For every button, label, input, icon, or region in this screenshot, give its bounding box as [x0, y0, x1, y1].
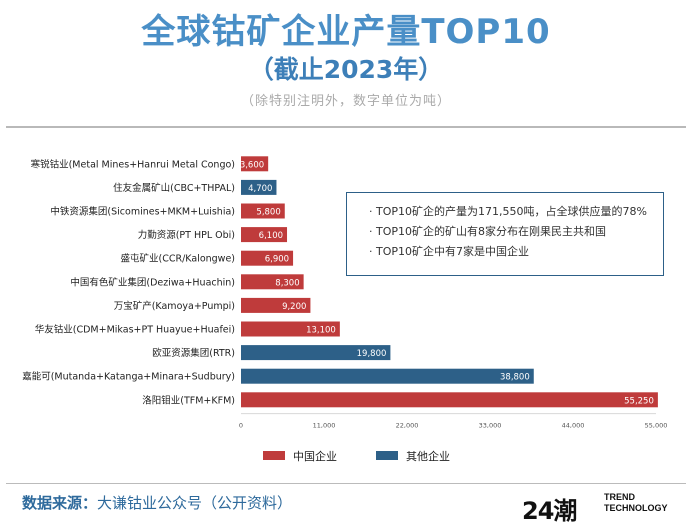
value-label: 13,100 [306, 326, 336, 336]
x-tick-label: 11,000 [313, 422, 336, 430]
value-label: 6,100 [259, 231, 283, 241]
category-label: 万宝矿产(Kamoya+Pumpi) [114, 300, 235, 312]
brand-logo-line2: TECHNOLOGY [604, 503, 668, 513]
x-tick-label: 44,000 [562, 422, 585, 430]
summary-line: · TOP10矿企中有7家是中国企业 [369, 245, 529, 258]
legend-swatch [376, 451, 398, 460]
bar [241, 227, 288, 243]
category-label: 盛屯矿业(CCR/Kalongwe) [121, 253, 235, 265]
x-tick-label: 22,000 [396, 422, 419, 430]
bar [241, 345, 391, 361]
x-tick-label: 0 [239, 422, 243, 430]
category-label: 力勤资源(PT HPL Obi) [138, 229, 235, 241]
bar [241, 297, 311, 313]
x-tick-label: 33,000 [479, 422, 502, 430]
brand-logo-line1: TREND [604, 492, 635, 502]
bar [241, 321, 340, 337]
value-label: 19,800 [357, 349, 387, 359]
bar [241, 368, 534, 384]
summary-line: · TOP10矿企的产量为171,550吨，占全球供应量的78% [369, 205, 647, 218]
legend-label: 其他企业 [406, 449, 450, 463]
category-label: 欧亚资源集团(RTR) [152, 347, 235, 359]
category-label: 洛阳钼业(TFM+KFM) [142, 394, 235, 406]
data-source-label: 数据来源： [22, 494, 98, 512]
summary-line: · TOP10矿企的矿山有8家分布在刚果民主共和国 [369, 225, 606, 238]
chart-panel: 寒锐钴业(Metal Mines+Hanrui Metal Congo) 3,60… [6, 126, 686, 480]
category-label: 嘉能可(Mutanda+Katanga+Minara+Sudbury) [22, 371, 235, 383]
value-label: 55,250 [624, 396, 654, 406]
bar [241, 392, 658, 408]
value-label: 3,600 [240, 160, 264, 170]
page-subtitle: （截止2023年） [248, 55, 444, 84]
footer-divider [6, 483, 686, 484]
summary-box: · TOP10矿企的产量为171,550吨，占全球供应量的78% · TOP10… [346, 192, 664, 276]
value-label: 9,200 [282, 302, 306, 312]
bar [241, 250, 294, 266]
value-label: 38,800 [500, 373, 530, 383]
value-label: 5,800 [256, 208, 280, 218]
legend-swatch [263, 451, 285, 460]
data-source-text: 大谦钴业公众号（公开资料） [97, 494, 293, 512]
value-label: 6,900 [265, 255, 289, 265]
category-label: 中国有色矿业集团(Deziwa+Huachin) [70, 276, 235, 288]
unit-note: （除特别注明外，数字单位为吨） [240, 94, 451, 109]
bar [241, 156, 269, 172]
category-label: 中铁资源集团(Sicomines+MKM+Luishia) [50, 206, 235, 218]
legend-label: 中国企业 [293, 449, 337, 463]
value-label: 4,700 [248, 184, 272, 194]
value-label: 8,300 [275, 278, 299, 288]
category-label: 寒锐钴业(Metal Mines+Hanrui Metal Congo) [31, 158, 235, 170]
category-label: 华友钴业(CDM+Mikas+PT Huayue+Huafei) [35, 324, 235, 336]
data-source: 数据来源：大谦钴业公众号（公开资料） [22, 492, 292, 513]
bar [241, 274, 304, 290]
bar-chart: 寒锐钴业(Metal Mines+Hanrui Metal Congo) 3,60… [22, 156, 668, 463]
bar [241, 179, 277, 195]
category-label: 住友金属矿山(CBC+THPAL) [113, 182, 235, 194]
brand-logo-subtitle: TREND TECHNOLOGY [604, 492, 668, 514]
page-title: 全球钴矿企业产量TOP10 [141, 12, 551, 52]
x-tick-label: 55,000 [645, 422, 668, 430]
brand-logo: 24潮 [522, 497, 577, 525]
bar [241, 203, 285, 219]
